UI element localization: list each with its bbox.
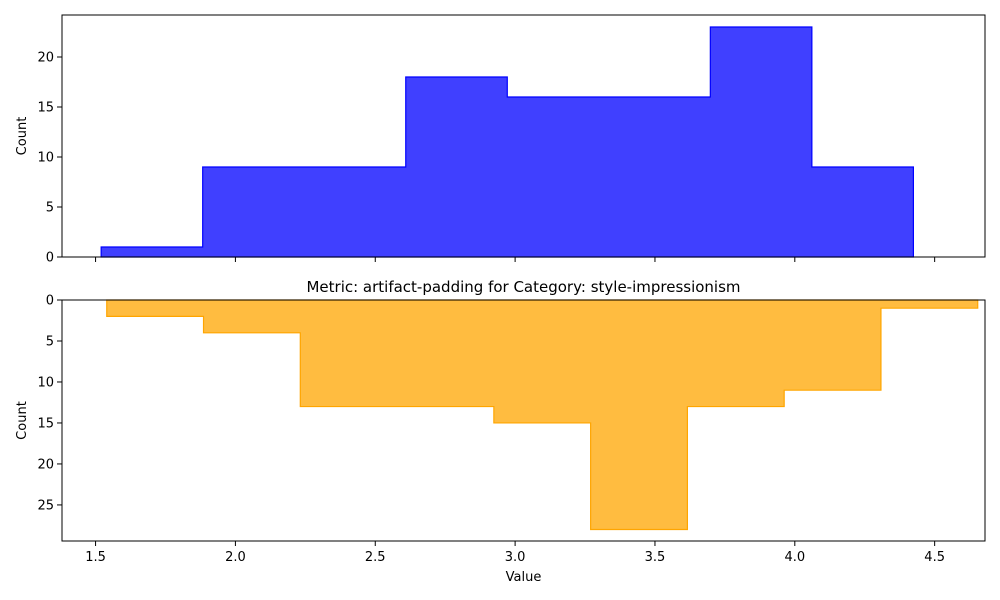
bottom-x-tick-label: 4.5 <box>924 550 945 565</box>
bottom-histogram-area <box>106 299 979 531</box>
bottom-x-tick-label: 1.5 <box>85 550 106 565</box>
top-y-tick-label: 10 <box>37 151 54 166</box>
bottom-x-axis-label: Value <box>506 570 542 585</box>
top-y-tick-label: 15 <box>37 101 54 116</box>
top-y-axis-ticks: 0 5 10 15 20 <box>37 51 62 266</box>
bottom-x-tick-label: 3.5 <box>645 550 666 565</box>
bottom-y-tick-label: 20 <box>37 457 54 472</box>
bottom-histogram-bars <box>106 299 979 531</box>
bottom-y-tick-label: 25 <box>37 498 54 513</box>
bottom-y-tick-label: 10 <box>37 375 54 390</box>
bottom-x-axis-ticks: 1.5 2.0 2.5 3.0 3.5 4.0 4.5 <box>85 541 945 565</box>
bottom-x-tick-label: 3.0 <box>505 550 526 565</box>
top-axes-frame <box>61 14 986 258</box>
top-histogram-panel: 0 5 10 15 20 Count <box>15 14 986 266</box>
top-histogram-bars <box>100 26 914 258</box>
bottom-x-tick-label: 4.0 <box>784 550 805 565</box>
bottom-y-tick-label: 5 <box>46 334 54 349</box>
bottom-x-tick-label: 2.0 <box>225 550 246 565</box>
top-y-tick-label: 0 <box>46 251 54 266</box>
bottom-y-tick-label: 0 <box>46 294 54 309</box>
bottom-chart-title: Metric: artifact-padding for Category: s… <box>306 278 740 296</box>
top-y-tick-label: 5 <box>46 201 54 216</box>
bottom-y-axis-ticks: 0 5 10 15 20 25 <box>37 294 62 513</box>
bottom-histogram-panel: 0 5 10 15 20 25 1.5 2.0 2.5 3.0 3.5 4.0 4.5 Count V… <box>15 278 986 585</box>
bottom-y-axis-label: Count <box>15 401 30 440</box>
top-x-axis-ticks <box>95 257 936 262</box>
bottom-y-tick-label: 15 <box>37 416 54 431</box>
top-y-axis-label: Count <box>15 117 30 156</box>
top-histogram-area <box>100 26 914 258</box>
bottom-x-tick-label: 2.5 <box>365 550 386 565</box>
top-y-tick-label: 20 <box>37 51 54 66</box>
bottom-axes-frame <box>61 299 986 542</box>
